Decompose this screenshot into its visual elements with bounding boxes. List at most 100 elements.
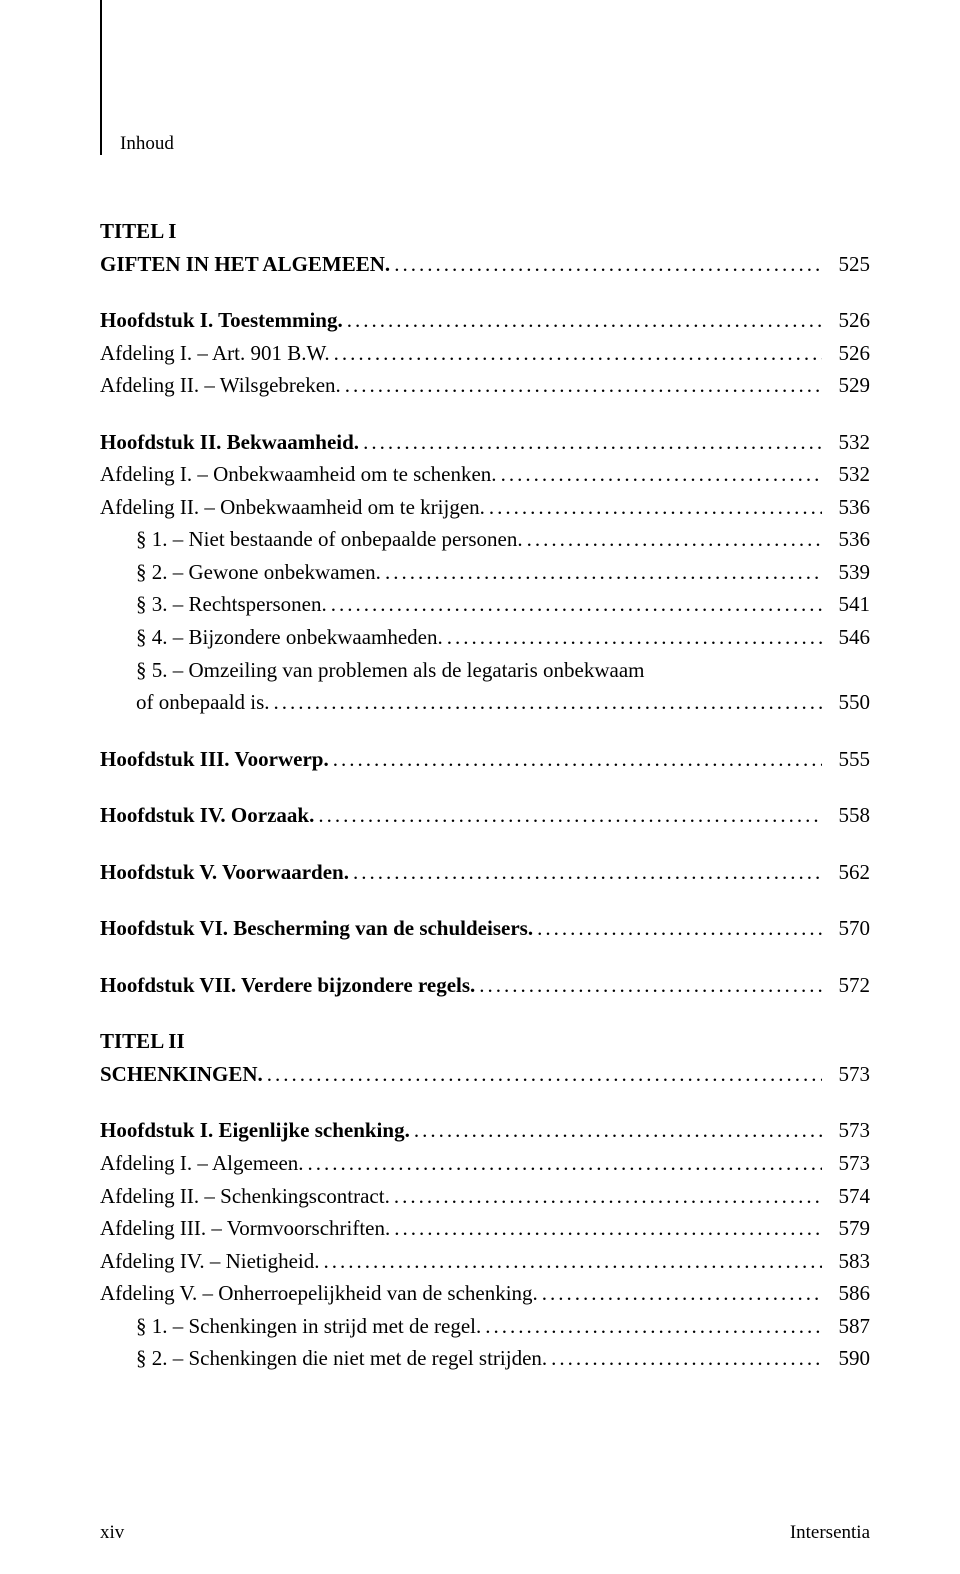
toc-entry-label: Afdeling I. – Algemeen.	[100, 1147, 304, 1180]
toc-entry-label: Afdeling IV. – Nietigheid.	[100, 1245, 320, 1278]
toc-dots	[475, 969, 822, 1002]
toc-page-number: 570	[822, 912, 870, 945]
spacer	[100, 832, 870, 856]
toc-dots	[270, 686, 822, 719]
toc-content: TITEL IGIFTEN IN HET ALGEMEEN. 525 Hoofdst…	[100, 215, 870, 1375]
spacer	[100, 719, 870, 743]
spacer	[100, 402, 870, 426]
toc-page-number: 550	[822, 686, 870, 719]
toc-dots	[330, 337, 822, 370]
spacer	[100, 1090, 870, 1114]
spacer	[100, 1001, 870, 1025]
toc-page-number: 532	[822, 426, 870, 459]
toc-dots	[327, 588, 822, 621]
toc-entry: § 1. – Schenkingen in strijd met de rege…	[100, 1310, 870, 1343]
spacer	[100, 280, 870, 304]
toc-dots	[320, 1245, 823, 1278]
toc-dots	[381, 556, 822, 589]
toc-dots	[481, 1310, 822, 1343]
toc-dots	[390, 1212, 822, 1245]
toc-dots	[533, 912, 822, 945]
toc-entry: Afdeling II. – Schenkingscontract.574	[100, 1180, 870, 1213]
toc-entry: Hoofdstuk I. Eigenlijke schenking.573	[100, 1114, 870, 1147]
toc-entry: Afdeling III. – Vormvoorschriften. 579	[100, 1212, 870, 1245]
toc-entry: § 3. – Rechtspersonen.541	[100, 588, 870, 621]
toc-entry-label: Hoofdstuk III. Voorwerp.	[100, 743, 329, 776]
toc-dots	[263, 1058, 822, 1091]
side-rule	[100, 0, 102, 155]
toc-entry: Hoofdstuk V. Voorwaarden. 562	[100, 856, 870, 889]
toc-entry: § 4. – Bijzondere onbekwaamheden. 546	[100, 621, 870, 654]
toc-entry-label: § 3. – Rechtspersonen.	[136, 588, 327, 621]
toc-page-number: 573	[822, 1058, 870, 1091]
toc-entry-label: Hoofdstuk I. Toestemming.	[100, 304, 343, 337]
toc-entry: Afdeling I. – Onbekwaamheid om te schenk…	[100, 458, 870, 491]
toc-dots	[443, 621, 822, 654]
toc-entry-label: Afdeling II. – Onbekwaamheid om te krijg…	[100, 491, 485, 524]
toc-page-number: 586	[822, 1277, 870, 1310]
toc-dots	[497, 458, 822, 491]
toc-entry-label: § 1. – Niet bestaande of onbepaalde pers…	[136, 523, 523, 556]
toc-dots	[343, 304, 822, 337]
toc-entry-label: Afdeling III. – Vormvoorschriften.	[100, 1212, 390, 1245]
toc-entry-label: Hoofdstuk II. Bekwaamheid.	[100, 426, 359, 459]
toc-entry: Afdeling II. – Onbekwaamheid om te krijg…	[100, 491, 870, 524]
toc-page-number: 539	[822, 556, 870, 589]
toc-entry: Afdeling I. – Art. 901 B.W.526	[100, 337, 870, 370]
toc-dots	[390, 248, 822, 281]
toc-entry-label: Hoofdstuk V. Voorwaarden.	[100, 856, 349, 889]
toc-entry: Afdeling V. – Onherroepelijkheid van de …	[100, 1277, 870, 1310]
toc-page-number: 572	[822, 969, 870, 1002]
toc-dots	[523, 523, 822, 556]
page-header: Inhoud	[120, 133, 174, 155]
page-footer: xiv Intersentia	[100, 1522, 870, 1544]
toc-entry: GIFTEN IN HET ALGEMEEN. 525	[100, 248, 870, 281]
toc-entry: Afdeling IV. – Nietigheid.583	[100, 1245, 870, 1278]
toc-entry: § 2. – Gewone onbekwamen.539	[100, 556, 870, 589]
toc-page-number: 573	[822, 1147, 870, 1180]
toc-dots	[304, 1147, 822, 1180]
toc-entry-label: Hoofdstuk I. Eigenlijke schenking.	[100, 1114, 410, 1147]
toc-entry-label: § 5. – Omzeiling van problemen als de le…	[136, 654, 645, 687]
toc-page-number: 555	[822, 743, 870, 776]
toc-entry: Hoofdstuk VII. Verdere bijzondere regels…	[100, 969, 870, 1002]
toc-entry: TITEL I	[100, 215, 870, 248]
toc-entry: Hoofdstuk II. Bekwaamheid. 532	[100, 426, 870, 459]
spacer	[100, 945, 870, 969]
toc-dots	[341, 369, 822, 402]
toc-dots	[314, 799, 822, 832]
toc-entry-label: Hoofdstuk IV. Oorzaak.	[100, 799, 314, 832]
toc-entry-label: Hoofdstuk VII. Verdere bijzondere regels…	[100, 969, 475, 1002]
toc-page-number: 536	[822, 491, 870, 524]
publisher: Intersentia	[790, 1522, 870, 1544]
toc-entry: Afdeling II. – Wilsgebreken. 529	[100, 369, 870, 402]
toc-page-number: 525	[822, 248, 870, 281]
toc-page-number: 529	[822, 369, 870, 402]
toc-page-number: 546	[822, 621, 870, 654]
toc-page-number: 526	[822, 304, 870, 337]
toc-page-number: 562	[822, 856, 870, 889]
toc-page-number: 579	[822, 1212, 870, 1245]
toc-entry-label: of onbepaald is.	[136, 686, 270, 719]
spacer	[100, 775, 870, 799]
toc-dots	[485, 491, 822, 524]
toc-page-number: 574	[822, 1180, 870, 1213]
toc-page-number: 558	[822, 799, 870, 832]
toc-entry-label: § 4. – Bijzondere onbekwaamheden.	[136, 621, 443, 654]
toc-entry: Hoofdstuk III. Voorwerp. 555	[100, 743, 870, 776]
toc-page-number: 536	[822, 523, 870, 556]
toc-entry: Hoofdstuk VI. Bescherming van de schulde…	[100, 912, 870, 945]
toc-page-number: 590	[822, 1342, 870, 1375]
toc-dots	[410, 1114, 822, 1147]
toc-dots	[538, 1277, 822, 1310]
toc-page-number: 526	[822, 337, 870, 370]
toc-entry-label: Afdeling II. – Wilsgebreken.	[100, 369, 341, 402]
toc-entry-label: Afdeling I. – Onbekwaamheid om te schenk…	[100, 458, 497, 491]
toc-entry: § 1. – Niet bestaande of onbepaalde pers…	[100, 523, 870, 556]
toc-entry: Hoofdstuk IV. Oorzaak. 558	[100, 799, 870, 832]
toc-entry: TITEL II	[100, 1025, 870, 1058]
toc-entry-label: GIFTEN IN HET ALGEMEEN.	[100, 248, 390, 281]
toc-dots	[390, 1180, 822, 1213]
spacer	[100, 888, 870, 912]
toc-dots	[329, 743, 822, 776]
